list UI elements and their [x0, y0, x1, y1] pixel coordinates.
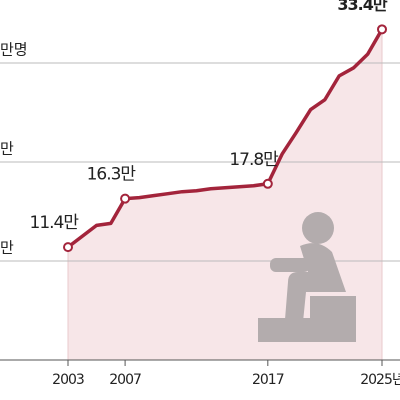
x-tick-label: 2003 [52, 372, 84, 388]
y-tick-label: 만 [0, 239, 14, 257]
data-label: 11.4만 [30, 213, 80, 233]
marker [120, 193, 131, 204]
data-label: 17.8만 [229, 150, 279, 170]
data-label: 16.3만 [87, 165, 137, 185]
marker [63, 242, 73, 253]
marker [377, 24, 387, 35]
y-tick-label: 만 [0, 140, 14, 158]
marker [262, 178, 273, 189]
data-label: 33.4만 [337, 0, 387, 14]
line [66, 28, 384, 249]
y-tick-label: 만명 [0, 41, 28, 59]
x-tick-label: 2007 [109, 372, 141, 388]
sitting-person-icon [258, 212, 356, 342]
x-tick-label: 2017 [252, 372, 284, 388]
x-tick-label: 2025년 [360, 372, 400, 388]
